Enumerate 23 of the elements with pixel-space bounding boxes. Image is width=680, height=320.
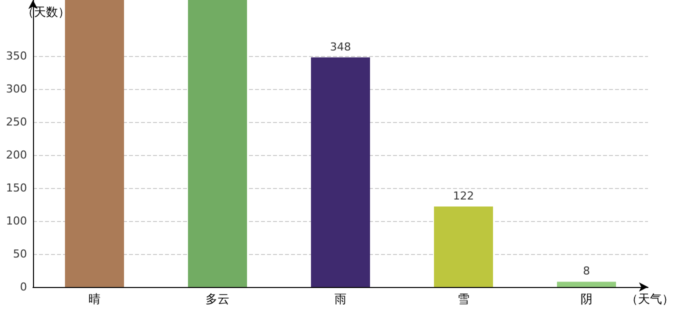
x-tick-label: 雨 [334,292,346,306]
data-label: 348 [330,40,351,54]
y-tick-label: 0 [20,280,27,294]
y-tick-label: 300 [6,82,27,96]
x-tick-label: 雪 [458,292,470,306]
y-tick-label: 150 [6,182,27,195]
x-tick-label: 晴 [88,292,100,306]
bar [310,57,370,287]
x-axis-title: （天气） [626,292,674,306]
y-tick-label: 50 [13,248,27,261]
y-tick-label: 250 [6,116,27,129]
bar [556,282,616,287]
y-tick-label: 100 [6,214,27,228]
bar [188,0,248,287]
y-tick-label: 350 [6,50,27,63]
data-label: 122 [453,190,474,203]
bar [64,0,124,287]
y-tick-label: 200 [6,148,27,162]
x-tick-label: 阴 [580,292,592,306]
x-tick-label: 多云 [206,292,230,306]
data-label: 8 [583,264,590,278]
y-axis-title: （天数） [22,5,70,19]
bar [434,206,494,287]
